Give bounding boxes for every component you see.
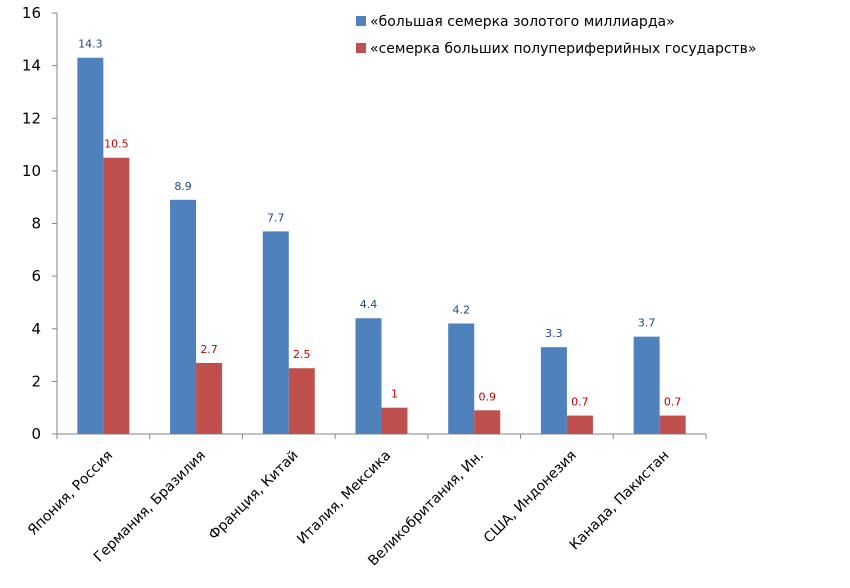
data-label: 0.9	[478, 390, 496, 403]
bar	[103, 157, 130, 434]
data-label: 3.7	[638, 317, 656, 330]
legend: «большая семерка золотого миллиарда» «сем…	[356, 14, 757, 57]
data-label: 4.4	[360, 298, 378, 311]
data-label: 1	[391, 388, 398, 401]
data-label: 7.7	[267, 211, 285, 224]
bar	[540, 347, 567, 434]
legend-swatch	[356, 43, 366, 53]
y-tick-label: 2	[31, 372, 41, 390]
x-tick-label: США, Индонезия	[481, 448, 580, 547]
y-tick-label: 16	[22, 4, 41, 22]
bar	[474, 410, 501, 434]
y-tick-label: 12	[22, 109, 41, 127]
bar	[633, 336, 660, 434]
x-tick-label: Япония, Россия	[25, 448, 116, 539]
bar	[170, 199, 197, 434]
y-tick-label: 0	[31, 425, 41, 443]
data-labels: 14.3 10.5 8.9 2.7 7.7 2.5 4.4 1 4.2 0.9 3.3 0.7 3.7 0…	[78, 38, 681, 409]
y-tick-label: 6	[31, 267, 41, 285]
x-tick-label: Канада, Пакистан	[567, 448, 673, 554]
bar	[381, 407, 408, 434]
y-tick-label: 10	[22, 162, 41, 180]
data-label: 4.2	[452, 303, 470, 316]
data-label: 0.7	[571, 396, 589, 409]
y-tick-label: 4	[31, 320, 41, 338]
bar	[566, 415, 593, 434]
data-label: 14.3	[78, 38, 103, 51]
legend-swatch	[356, 16, 366, 26]
legend-label: «семерка больших полупериферийных госуда…	[370, 41, 757, 57]
data-label: 3.3	[545, 327, 563, 340]
data-label: 2.5	[293, 348, 311, 361]
bar	[448, 323, 475, 434]
bar	[77, 57, 104, 434]
bars	[77, 57, 686, 434]
bar	[659, 415, 686, 434]
data-label: 0.7	[664, 396, 682, 409]
legend-label: «большая семерка золотого миллиарда»	[370, 14, 675, 30]
data-label: 10.5	[104, 138, 129, 151]
bar	[196, 362, 223, 434]
x-tick-label: Франция, Китай	[206, 448, 302, 544]
bar	[288, 368, 315, 434]
y-tick-label: 8	[31, 215, 41, 233]
data-label: 8.9	[174, 180, 192, 193]
bar	[355, 318, 382, 434]
x-tick-label: Италия, Мексика	[294, 448, 394, 548]
y-tick-label: 14	[22, 57, 41, 75]
bar	[262, 231, 289, 434]
data-label: 2.7	[200, 343, 218, 356]
